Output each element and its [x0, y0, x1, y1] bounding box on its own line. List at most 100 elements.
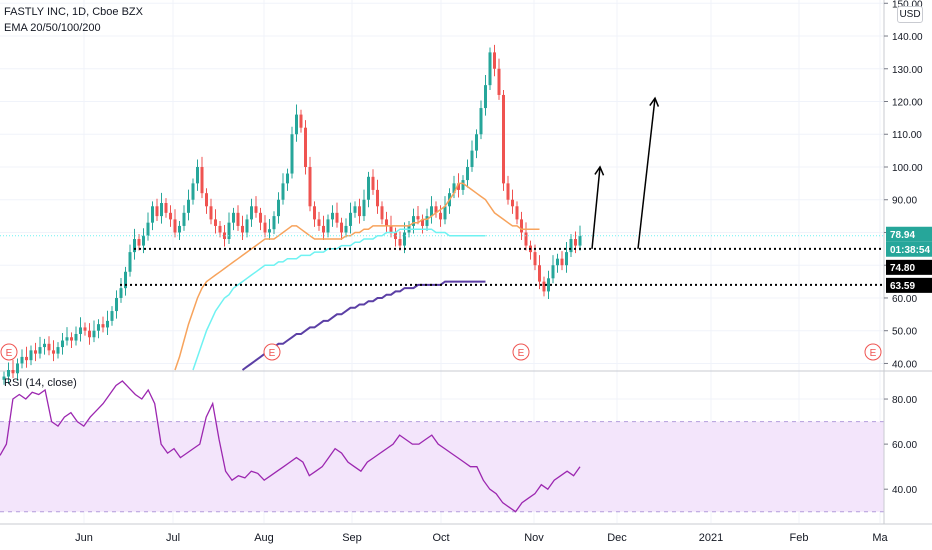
price-tag [886, 277, 932, 293]
arrows [591, 96, 660, 249]
candle [421, 219, 424, 226]
candle [268, 229, 271, 233]
projection-arrow [591, 166, 601, 249]
candle [178, 225, 181, 233]
candle [479, 108, 483, 135]
candle [245, 219, 249, 233]
candle [214, 219, 217, 226]
candle [205, 193, 208, 207]
x-tick-label: Oct [432, 532, 449, 544]
y-tick-label: 100.00 [892, 163, 923, 174]
separators [0, 0, 932, 525]
x-tick-label: Ma [872, 532, 888, 544]
indicator-legend: EMA 20/50/100/200 [4, 22, 101, 34]
price-tag [886, 226, 932, 242]
candle [119, 288, 123, 298]
candle [389, 225, 393, 233]
candle [286, 173, 289, 184]
candle [331, 212, 334, 220]
rsi-line [0, 380, 581, 513]
candle [11, 370, 15, 374]
y-tick-label: 120.00 [892, 98, 923, 109]
price-tag-label: 01:38:54 [890, 245, 930, 256]
candle [362, 199, 366, 217]
candle [20, 356, 24, 364]
candle [542, 281, 546, 292]
candle [304, 127, 307, 167]
candle [146, 222, 150, 236]
candle [466, 166, 469, 181]
x-tick-label: Jul [166, 532, 180, 544]
candle [97, 324, 100, 331]
candle [263, 222, 267, 233]
candle [254, 206, 258, 213]
candle [281, 183, 285, 200]
rsi-line [0, 380, 581, 513]
rsi-band-fill [0, 421, 884, 512]
candle [29, 350, 33, 361]
candle [367, 176, 370, 200]
candle [52, 350, 55, 354]
candle [353, 206, 357, 213]
earnings-marker [512, 343, 530, 361]
earnings-marker-label: E [870, 348, 877, 359]
y-tick-label: 110.00 [892, 130, 922, 141]
candle [187, 199, 190, 213]
candle [376, 189, 379, 207]
candle [155, 206, 159, 217]
candle [74, 333, 78, 341]
currency-button[interactable]: USD [897, 6, 923, 23]
candle [322, 225, 325, 233]
projection-arrow [637, 98, 656, 249]
candle [218, 225, 222, 233]
ema-line [174, 182, 540, 371]
time-axis: Jun Jul Aug Sep Oct Nov Dec 2021 Feb Ma [75, 532, 888, 544]
x-tick-label: Sep [342, 532, 362, 544]
candle [65, 337, 69, 341]
price-tags: 78.94 01:38:54 74.80 63.59 [886, 226, 932, 293]
candle [461, 180, 465, 190]
y-tick-label: 150.00 [892, 0, 923, 10]
candle [439, 212, 442, 220]
candles [2, 44, 582, 385]
y-tick-label: 140.00 [892, 32, 923, 43]
candle [313, 206, 316, 220]
symbol-title: FASTLY INC, 1D, Cboe BZX [4, 6, 143, 18]
candle [223, 232, 226, 240]
rsi-tick-label: 60.00 [892, 440, 917, 451]
candle [380, 206, 384, 220]
candle [169, 212, 172, 220]
candle [538, 265, 541, 282]
candle [7, 370, 10, 377]
candle [110, 311, 114, 321]
price-tag [886, 259, 932, 275]
candle [556, 258, 559, 266]
candle [358, 206, 361, 217]
candle [335, 212, 339, 223]
candle [277, 199, 280, 217]
rsi-tick-label: 80.00 [892, 395, 917, 406]
candle [160, 203, 163, 217]
candle [452, 183, 456, 194]
candle [484, 85, 487, 109]
candle [394, 232, 397, 240]
candle [227, 222, 231, 240]
candle [569, 239, 573, 253]
candle [502, 94, 505, 184]
candle [290, 134, 294, 174]
candle [520, 219, 523, 233]
candle [196, 166, 199, 184]
candle [317, 219, 321, 226]
candle [101, 324, 105, 328]
candle [524, 232, 528, 246]
candle [470, 150, 474, 167]
candle [457, 183, 460, 190]
candle [2, 376, 6, 380]
earnings-marker [864, 343, 882, 361]
candle [128, 252, 132, 272]
candle [164, 203, 168, 213]
candle [16, 363, 19, 374]
candle [236, 212, 240, 226]
